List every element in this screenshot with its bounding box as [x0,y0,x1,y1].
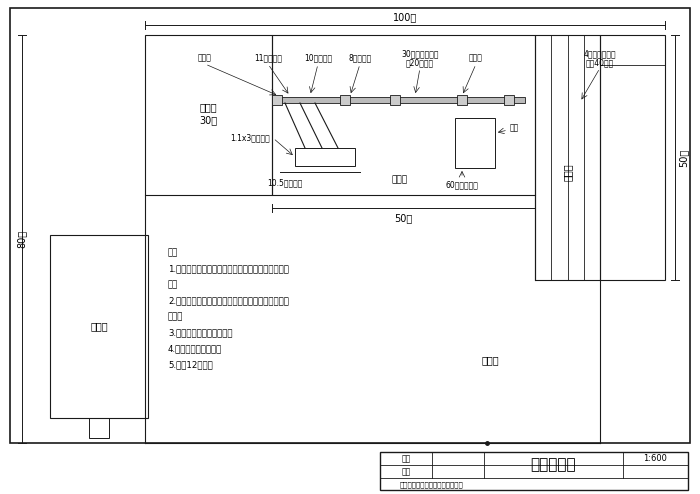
Text: 1.1x3米滚筒筛: 1.1x3米滚筒筛 [230,133,270,142]
Text: 4.办公区客户自己定。: 4.办公区客户自己定。 [168,344,223,353]
Text: 5.共计12亩地。: 5.共计12亩地。 [168,360,213,369]
Text: 60立式粉碎机: 60立式粉碎机 [446,180,478,190]
Text: 制图: 制图 [401,454,411,463]
Text: 100米: 100米 [393,12,417,22]
Text: 4米整槽翻抛机: 4米整槽翻抛机 [584,49,616,58]
Bar [89,418,109,438]
Text: 四槽40米长: 四槽40米长 [586,58,614,68]
Text: 30米: 30米 [199,115,218,125]
Text: 8米皮带机: 8米皮带机 [349,53,372,63]
Text: 设备区: 设备区 [392,175,408,184]
Bar [272,95,282,105]
Text: 10.5米皮带机: 10.5米皮带机 [267,178,302,188]
Text: 前20米平行: 前20米平行 [406,58,434,68]
Text: 30米进料皮带机: 30米进料皮带机 [401,49,439,58]
Text: 发酵区: 发酵区 [563,164,573,181]
Text: 注：: 注： [168,248,178,257]
Text: 办公区: 办公区 [90,322,108,331]
Bar [380,452,688,490]
Bar [457,95,467,105]
Bar [340,95,350,105]
Text: 50米: 50米 [678,148,688,166]
Bar [278,97,525,103]
Text: 原料区: 原料区 [481,355,499,365]
Text: 11米皮带机: 11米皮带机 [254,53,282,63]
Text: 3.原料区有无车间都可以。: 3.原料区有无车间都可以。 [168,328,232,337]
Text: 50米: 50米 [394,213,412,223]
Text: 1.成品区和设备区用普通钢构就可以，房顶要有透气: 1.成品区和设备区用普通钢构就可以，房顶要有透气 [168,264,289,273]
Text: 10米皮带机: 10米皮带机 [304,53,332,63]
Bar [455,118,495,168]
Bar [504,95,514,105]
Text: 包装机: 包装机 [198,53,212,63]
Text: 校核: 校核 [401,467,411,476]
Bar [10,8,690,443]
Text: 1:600: 1:600 [643,454,667,463]
Text: 雨淋。: 雨淋。 [168,312,183,321]
Text: 2.发酵车间最好是半敞墙有顶棚的，便于通风又不怕: 2.发酵车间最好是半敞墙有顶棚的，便于通风又不怕 [168,296,289,305]
Text: 鹤壁市人元生物技术发展有限公司: 鹤壁市人元生物技术发展有限公司 [400,482,464,488]
Text: 场地布局图: 场地布局图 [531,457,576,472]
Bar [272,35,535,195]
Text: 80米: 80米 [17,230,27,248]
Text: 孔。: 孔。 [168,280,178,289]
Bar [50,235,148,418]
Text: 移位车: 移位车 [469,53,483,63]
Bar [535,35,600,280]
Text: 成品区: 成品区 [199,102,217,112]
Bar [295,148,355,166]
Bar [390,95,400,105]
Bar [600,35,665,280]
Bar [145,35,272,195]
Text: 料仓: 料仓 [510,124,519,132]
